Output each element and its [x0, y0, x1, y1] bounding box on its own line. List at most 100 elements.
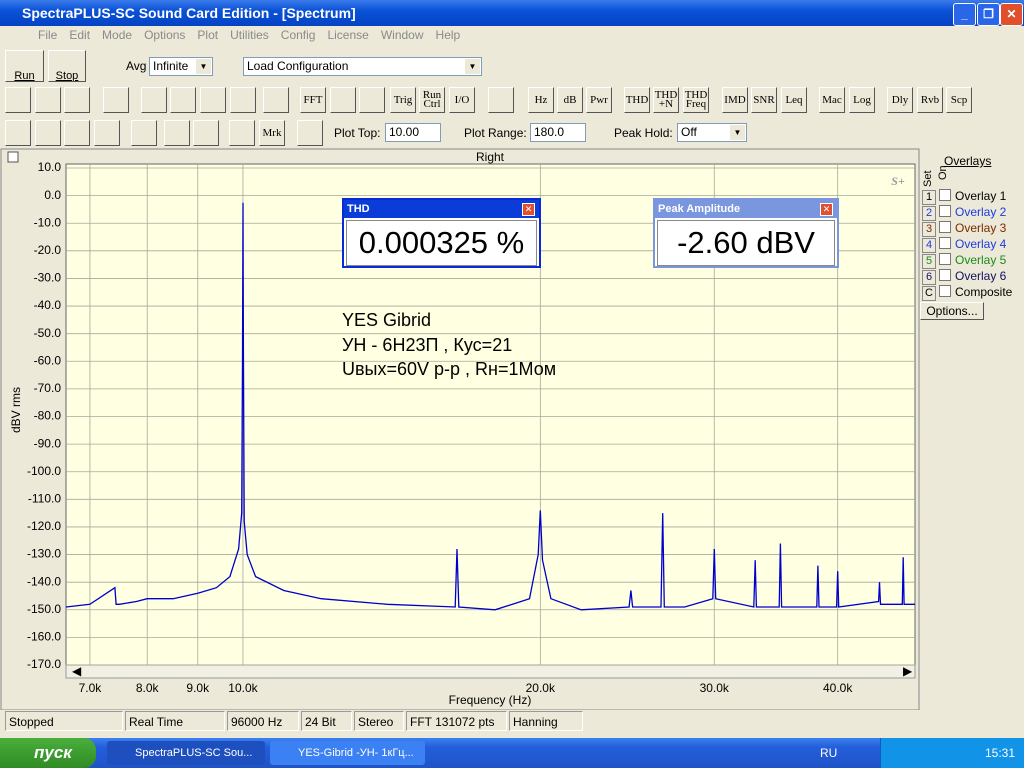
y-axis-label: dBV rms: [9, 387, 23, 433]
overlay-set-button[interactable]: 5: [922, 254, 936, 269]
tool-button[interactable]: FFT: [300, 87, 326, 113]
maximize[interactable]: ❐: [977, 3, 1000, 26]
start-button[interactable]: пуск: [0, 738, 96, 768]
plot-title: Right: [476, 150, 505, 164]
icon-button[interactable]: [200, 87, 226, 113]
menu-item[interactable]: Mode: [102, 28, 133, 42]
overlay-checkbox[interactable]: [939, 189, 951, 201]
x-tick-label: 40.0k: [823, 681, 853, 695]
overlay-set-button[interactable]: 2: [922, 206, 936, 221]
config-select[interactable]: Load Configuration ▼: [243, 57, 482, 76]
menu-item[interactable]: Options: [144, 28, 186, 42]
icon-button[interactable]: [5, 87, 31, 113]
tool-button[interactable]: Hz: [528, 87, 554, 113]
icon-button[interactable]: [131, 120, 157, 146]
tool-button[interactable]: SNR: [751, 87, 777, 113]
status-cell: Real Time: [125, 711, 225, 731]
minimize[interactable]: _: [953, 3, 976, 26]
options-button[interactable]: Options...: [920, 302, 984, 320]
tool-button[interactable]: THD Freq: [683, 87, 709, 113]
readout-value: -2.60 dBV: [657, 220, 835, 266]
icon-button[interactable]: [229, 120, 255, 146]
icon-button[interactable]: [5, 120, 31, 146]
icon-button[interactable]: [330, 87, 356, 113]
icon-button[interactable]: [164, 120, 190, 146]
thd-readout: THD 0.000325 % ✕: [342, 198, 541, 268]
plot-range-input[interactable]: 180.0: [530, 123, 586, 142]
run-button[interactable]: Run: [5, 50, 44, 82]
tool-button[interactable]: Mac: [819, 87, 845, 113]
marker-button[interactable]: Mrk: [259, 120, 285, 146]
y-tick-label: -50.0: [34, 326, 62, 340]
tool-button[interactable]: Log: [849, 87, 875, 113]
tool-button[interactable]: Scp: [946, 87, 972, 113]
overlay-checkbox[interactable]: [939, 285, 951, 297]
icon-button[interactable]: [35, 120, 61, 146]
tool-button[interactable]: THD +N: [653, 87, 679, 113]
menu-item[interactable]: Edit: [69, 28, 91, 42]
status-cell: Stereo: [354, 711, 404, 731]
scroll-right: ▶: [903, 664, 913, 678]
overlay-name: Overlay 2: [955, 205, 1007, 219]
tool-button[interactable]: Trig: [390, 87, 416, 113]
overlay-checkbox[interactable]: [939, 221, 951, 233]
tool-button[interactable]: Dly: [887, 87, 913, 113]
y-tick-label: -10.0: [34, 215, 62, 229]
icon-button[interactable]: [64, 120, 90, 146]
icon-button[interactable]: [103, 87, 129, 113]
button-label: dB: [563, 93, 577, 106]
close-readout[interactable]: ✕: [820, 203, 833, 216]
peak-hold-select[interactable]: Off ▼: [677, 123, 747, 142]
tool-button[interactable]: I/O: [449, 87, 475, 113]
menu-item[interactable]: Window: [380, 28, 424, 42]
button-label: Hz: [534, 93, 548, 106]
tool-button[interactable]: Pwr: [586, 87, 612, 113]
button-label: Mac: [822, 93, 842, 106]
icon-button[interactable]: [170, 87, 196, 113]
overlay-set-button[interactable]: 4: [922, 238, 936, 253]
overlay-set-button[interactable]: 3: [922, 222, 936, 237]
close[interactable]: ✕: [1000, 3, 1023, 26]
icon-button[interactable]: [94, 120, 120, 146]
icon-button[interactable]: [297, 120, 323, 146]
h-scrollbar[interactable]: [65, 664, 916, 679]
tool-button[interactable]: Run Ctrl: [419, 87, 445, 113]
menu-item[interactable]: Config: [280, 28, 316, 42]
overlay-checkbox[interactable]: [939, 253, 951, 265]
menu-item[interactable]: Help: [435, 28, 461, 42]
icon-button[interactable]: [193, 120, 219, 146]
overlay-set-button[interactable]: 1: [922, 190, 936, 205]
menu-item[interactable]: License: [327, 28, 369, 42]
tool-button[interactable]: THD: [624, 87, 650, 113]
overlay-set-button[interactable]: C: [922, 286, 936, 301]
icon-button[interactable]: [64, 87, 90, 113]
stop-button[interactable]: Stop: [48, 50, 86, 82]
overlay-item: 5 Overlay 5: [922, 253, 1006, 269]
icon-button[interactable]: [359, 87, 385, 113]
tool-button[interactable]: dB: [557, 87, 583, 113]
close-readout[interactable]: ✕: [522, 203, 535, 216]
icon-button[interactable]: [141, 87, 167, 113]
tool-button[interactable]: IMD: [722, 87, 748, 113]
icon-button[interactable]: [35, 87, 61, 113]
y-tick-label: -140.0: [27, 574, 61, 588]
tool-button[interactable]: Rvb: [917, 87, 943, 113]
overlay-checkbox[interactable]: [939, 237, 951, 249]
menu-item[interactable]: File: [38, 28, 58, 42]
avg-select[interactable]: Infinite ▼: [149, 57, 213, 76]
stop-label: Stop: [55, 70, 79, 82]
button-label: THD: [625, 93, 649, 106]
task-button[interactable]: YES-Gibrid -УН- 1кГц...: [270, 741, 425, 765]
overlay-set-button[interactable]: 6: [922, 270, 936, 285]
tool-button[interactable]: Leq: [781, 87, 807, 113]
plot-top-input[interactable]: 10.00: [385, 123, 441, 142]
icon-button[interactable]: [230, 87, 256, 113]
icon-button[interactable]: [488, 87, 514, 113]
overlay-checkbox[interactable]: [939, 205, 951, 217]
overlay-checkbox[interactable]: [939, 269, 951, 281]
menu-item[interactable]: Plot: [197, 28, 219, 42]
task-button[interactable]: SpectraPLUS-SC Sou...: [107, 741, 265, 765]
icon-button[interactable]: [263, 87, 289, 113]
collapse-box[interactable]: [7, 151, 19, 163]
menu-item[interactable]: Utilities: [230, 28, 269, 42]
